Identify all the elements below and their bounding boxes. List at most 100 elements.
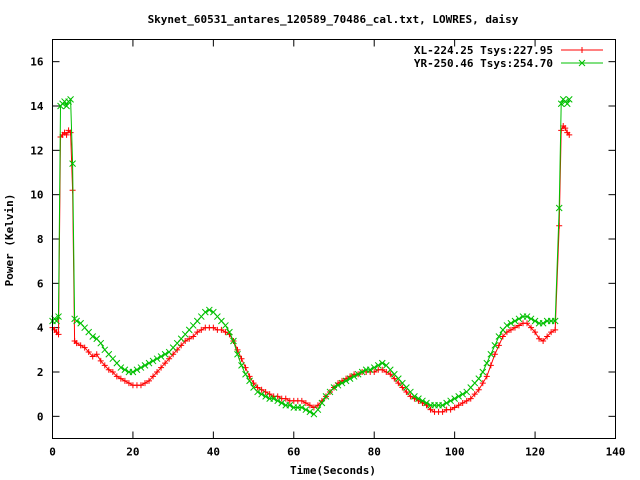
data-point (141, 361, 149, 369)
y-tick-label: 0 (37, 410, 44, 423)
data-point (507, 319, 515, 327)
data-point (67, 129, 74, 136)
data-point (419, 397, 426, 405)
data-point (427, 406, 434, 413)
y-tick-label: 12 (30, 144, 43, 157)
data-point (491, 342, 499, 349)
data-point (515, 322, 522, 329)
data-point (55, 313, 62, 320)
data-point (447, 406, 454, 413)
data-point (226, 328, 233, 336)
data-point (117, 375, 124, 382)
data-point (246, 377, 253, 385)
data-point (145, 359, 153, 367)
data-point (507, 326, 514, 333)
data-point (129, 368, 137, 376)
data-point (551, 317, 559, 325)
data-point (121, 366, 129, 374)
data-point (374, 361, 382, 369)
data-point (210, 324, 217, 331)
data-point (150, 373, 157, 380)
data-point (539, 319, 547, 327)
data-point (69, 160, 76, 167)
data-point (455, 393, 463, 400)
data-point (471, 391, 478, 398)
data-point (467, 395, 474, 402)
data-point (298, 397, 305, 404)
data-point (306, 402, 313, 409)
data-point (278, 399, 286, 407)
data-point (378, 359, 386, 367)
data-point (149, 357, 157, 365)
x-axis-label: Time(Seconds) (290, 464, 376, 477)
data-point (479, 380, 486, 387)
data-point (302, 400, 309, 407)
data-point (282, 395, 289, 402)
data-point (342, 377, 350, 385)
data-point (314, 406, 322, 414)
data-point (93, 351, 100, 358)
data-point (63, 131, 70, 138)
data-point (495, 333, 503, 340)
data-point (346, 375, 354, 383)
data-point (566, 131, 573, 138)
data-point (113, 373, 120, 380)
data-point (523, 313, 531, 320)
y-axis-label: Power (Kelvin) (3, 194, 16, 287)
data-point (439, 401, 446, 409)
data-point (298, 404, 306, 411)
data-point (483, 373, 490, 380)
data-point (161, 350, 169, 358)
chart-title: Skynet_60531_antares_120589_70486_cal.tx… (148, 13, 519, 26)
data-point (459, 390, 467, 398)
data-point (463, 397, 470, 404)
data-point (423, 399, 430, 407)
data-point (230, 337, 237, 345)
data-point (81, 344, 88, 351)
y-tick-label: 4 (37, 322, 44, 335)
data-point (411, 393, 418, 400)
data-point (455, 402, 462, 409)
data-point (475, 386, 482, 393)
data-point (141, 380, 148, 387)
series-yr (49, 95, 573, 418)
data-point (391, 375, 398, 382)
data-point (137, 382, 144, 389)
data-point (286, 401, 294, 409)
x-tick-label: 40 (207, 446, 220, 459)
data-point (234, 346, 241, 353)
y-tick-label: 10 (30, 189, 43, 202)
data-point (121, 377, 128, 384)
data-point (358, 368, 366, 376)
data-point (451, 404, 458, 411)
data-point (137, 364, 145, 371)
data-point (133, 366, 141, 374)
y-tick-label: 2 (37, 366, 44, 379)
data-point (125, 380, 132, 387)
data-point (146, 377, 153, 384)
data-point (443, 399, 450, 407)
plot-frame (52, 39, 616, 439)
data-point (89, 353, 96, 360)
data-point (63, 102, 70, 110)
data-point (198, 326, 205, 333)
data-point (487, 350, 495, 358)
x-tick-label: 60 (287, 446, 300, 459)
data-point (258, 390, 265, 398)
data-point (350, 373, 358, 380)
data-point (205, 306, 213, 314)
plot-series (49, 95, 573, 418)
data-point (366, 366, 374, 374)
data-point (274, 397, 282, 405)
data-point (157, 353, 165, 360)
data-point (511, 317, 519, 325)
data-point (511, 324, 518, 331)
data-point (330, 384, 338, 391)
x-tick-label: 20 (126, 446, 139, 459)
y-tick-label: 6 (37, 277, 44, 290)
data-point (97, 339, 105, 347)
data-point (222, 322, 229, 329)
data-point (306, 408, 314, 416)
data-point (153, 355, 161, 363)
data-point (318, 399, 326, 407)
